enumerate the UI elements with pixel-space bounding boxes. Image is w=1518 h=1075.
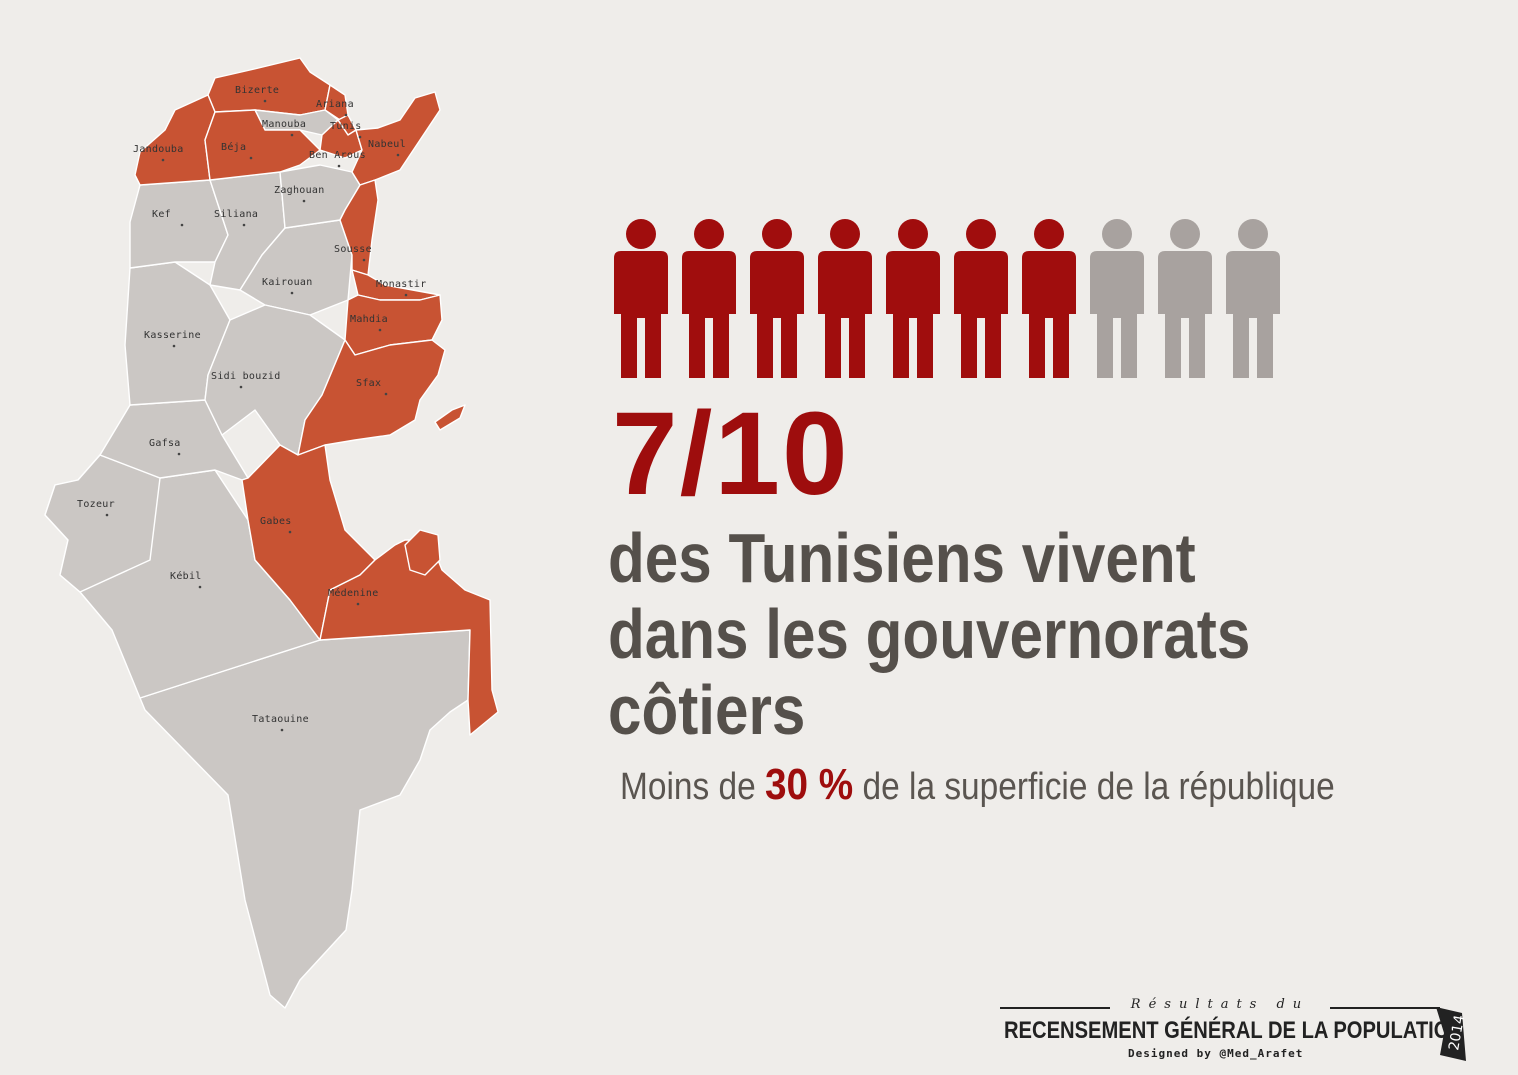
label-manouba: Manouba bbox=[262, 119, 306, 130]
region-sfax bbox=[297, 339, 446, 456]
region-beja bbox=[204, 109, 321, 181]
region-nabeul bbox=[351, 91, 441, 186]
label-sousse: Sousse bbox=[334, 244, 372, 255]
footer-credit: Designed by @Med_Arafet bbox=[1128, 1047, 1304, 1060]
subline-before: Moins de bbox=[620, 766, 765, 808]
person-icon-highlighted bbox=[886, 219, 940, 378]
person-icon bbox=[1090, 219, 1144, 378]
label-sidi-bouzid: Sidi bouzid bbox=[211, 371, 281, 382]
region-medenine bbox=[319, 539, 499, 736]
headline: des Tunisiens vivent dans les gouvernora… bbox=[608, 520, 1250, 748]
label-tataouine: Tataouine bbox=[252, 714, 309, 725]
person-icon bbox=[1226, 219, 1280, 378]
label-jendouba: Jandouba bbox=[133, 144, 184, 155]
capital-dot-tunis bbox=[358, 135, 362, 139]
footer-rule-right bbox=[1330, 1007, 1440, 1009]
headline-line-2: dans les gouvernorats bbox=[608, 595, 1251, 673]
capital-dot-mahdia bbox=[378, 328, 382, 332]
capital-dot-nabeul bbox=[396, 153, 400, 157]
label-gabes: Gabes bbox=[260, 516, 292, 527]
region-djerba bbox=[404, 529, 441, 576]
year-label: 2014 bbox=[1446, 1014, 1468, 1052]
capital-dot-tataouine bbox=[280, 728, 284, 732]
capital-dot-gafsa bbox=[177, 452, 181, 456]
capital-dot-kebili bbox=[198, 585, 202, 589]
population-pictogram bbox=[614, 219, 1280, 378]
capital-dot-kef bbox=[180, 223, 184, 227]
label-siliana: Siliana bbox=[214, 209, 258, 220]
label-kasserine: Kasserine bbox=[144, 330, 201, 341]
person-icon-highlighted bbox=[1022, 219, 1076, 378]
label-gafsa: Gafsa bbox=[149, 438, 181, 449]
tunisia-map: Bizerte Ariana Tunis Manouba Ben ArousNabeul… bbox=[44, 57, 499, 1009]
capital-dot-zaghouan bbox=[302, 199, 306, 203]
label-tozeur: Tozeur bbox=[77, 499, 115, 510]
label-kairouan: Kairouan bbox=[262, 277, 313, 288]
label-nabeul: Nabeul bbox=[368, 139, 406, 150]
label-sfax: Sfax bbox=[356, 378, 381, 389]
footer-rule-left bbox=[1000, 1007, 1110, 1009]
person-icon-highlighted bbox=[614, 219, 668, 378]
label-medenine: Médenine bbox=[328, 587, 379, 599]
person-icon bbox=[1158, 219, 1212, 378]
label-mahdia: Mahdia bbox=[350, 314, 388, 325]
label-zaghouan: Zaghouan bbox=[274, 185, 325, 196]
subline: Moins de 30 % de la superficie de la rép… bbox=[620, 760, 1335, 810]
region-jendouba bbox=[134, 94, 216, 186]
region-kef bbox=[129, 179, 229, 269]
label-ben-arous: Ben Arous bbox=[309, 150, 366, 161]
region-sousse bbox=[339, 179, 379, 276]
label-kebili: Kébil bbox=[170, 570, 202, 582]
person-icon-highlighted bbox=[954, 219, 1008, 378]
region-ariana bbox=[324, 84, 349, 121]
capital-dot-kairouan bbox=[290, 291, 294, 295]
headline-line-3: côtiers bbox=[608, 671, 806, 749]
year-ribbon: 2014 bbox=[1436, 1007, 1468, 1061]
capital-dot-sousse bbox=[362, 258, 366, 262]
capital-dot-sidi-bouzid bbox=[239, 385, 243, 389]
footer-title: RECENSEMENT GÉNÉRAL DE LA POPULATION bbox=[1004, 1017, 1464, 1044]
footer-results-label: Résultats du bbox=[1130, 997, 1310, 1012]
capital-dot-beja bbox=[249, 156, 253, 160]
label-monastir: Monastir bbox=[376, 279, 427, 290]
subline-after: de la superficie de la république bbox=[853, 766, 1335, 808]
label-bizerte: Bizerte bbox=[235, 85, 279, 96]
region-kerkennah bbox=[434, 404, 466, 431]
stat-fraction: 7/10 bbox=[612, 388, 850, 520]
capital-dot-manouba bbox=[290, 133, 294, 137]
capital-dot-gabes bbox=[288, 530, 292, 534]
label-kef: Kef bbox=[152, 209, 171, 220]
capital-dot-sfax bbox=[384, 392, 388, 396]
headline-line-1: des Tunisiens vivent bbox=[608, 519, 1196, 597]
capital-dot-monastir bbox=[404, 293, 408, 297]
subline-highlight: 30 % bbox=[764, 760, 854, 809]
capital-dot-ariana bbox=[344, 113, 348, 117]
capital-dot-siliana bbox=[242, 223, 246, 227]
label-beja: Béja bbox=[221, 141, 246, 153]
footer-banner: Résultats du RECENSEMENT GÉNÉRAL DE LA P… bbox=[1000, 997, 1468, 1069]
label-ariana: Ariana bbox=[316, 99, 354, 110]
capital-dot-kasserine bbox=[172, 344, 176, 348]
capital-dot-ben-arous bbox=[337, 164, 341, 168]
person-icon-highlighted bbox=[682, 219, 736, 378]
person-icon-highlighted bbox=[750, 219, 804, 378]
region-tataouine bbox=[139, 629, 471, 1009]
capital-dot-medenine bbox=[356, 602, 360, 606]
capital-dot-tozeur bbox=[105, 513, 109, 517]
person-icon-highlighted bbox=[818, 219, 872, 378]
capital-dot-jendouba bbox=[161, 158, 165, 162]
label-tunis: Tunis bbox=[330, 121, 362, 132]
capital-dot-bizerte bbox=[263, 99, 267, 103]
